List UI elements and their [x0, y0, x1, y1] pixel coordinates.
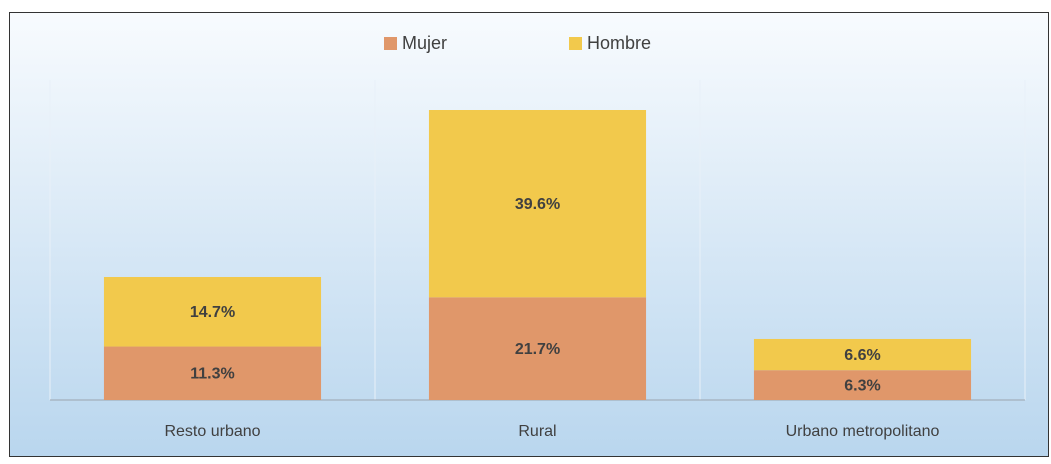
bar-segment	[103, 346, 322, 400]
legend-swatch	[384, 37, 397, 50]
bar-segment	[103, 276, 322, 347]
legend-label: Mujer	[402, 33, 447, 53]
bar-segment	[753, 370, 972, 400]
value-label: 39.6%	[515, 196, 560, 213]
legend-swatch	[569, 37, 582, 50]
value-label: 11.3%	[190, 365, 234, 382]
value-label: 6.6%	[844, 347, 880, 364]
value-label: 21.7%	[515, 341, 560, 358]
legend-label: Hombre	[587, 33, 651, 53]
x-tick-label: Urbano metropolitano	[786, 423, 940, 440]
bar-segment	[428, 297, 647, 400]
x-tick-label: Resto urbano	[164, 423, 260, 440]
value-label: 6.3%	[844, 377, 880, 394]
value-label: 14.7%	[190, 304, 235, 321]
x-tick-label: Rural	[518, 423, 556, 440]
plot-area: Mujer Hombre 11.3% 14.7% Resto urbano 21.7% 39…	[49, 33, 1026, 440]
bar-segment	[753, 338, 972, 371]
bar-segment	[428, 110, 647, 298]
